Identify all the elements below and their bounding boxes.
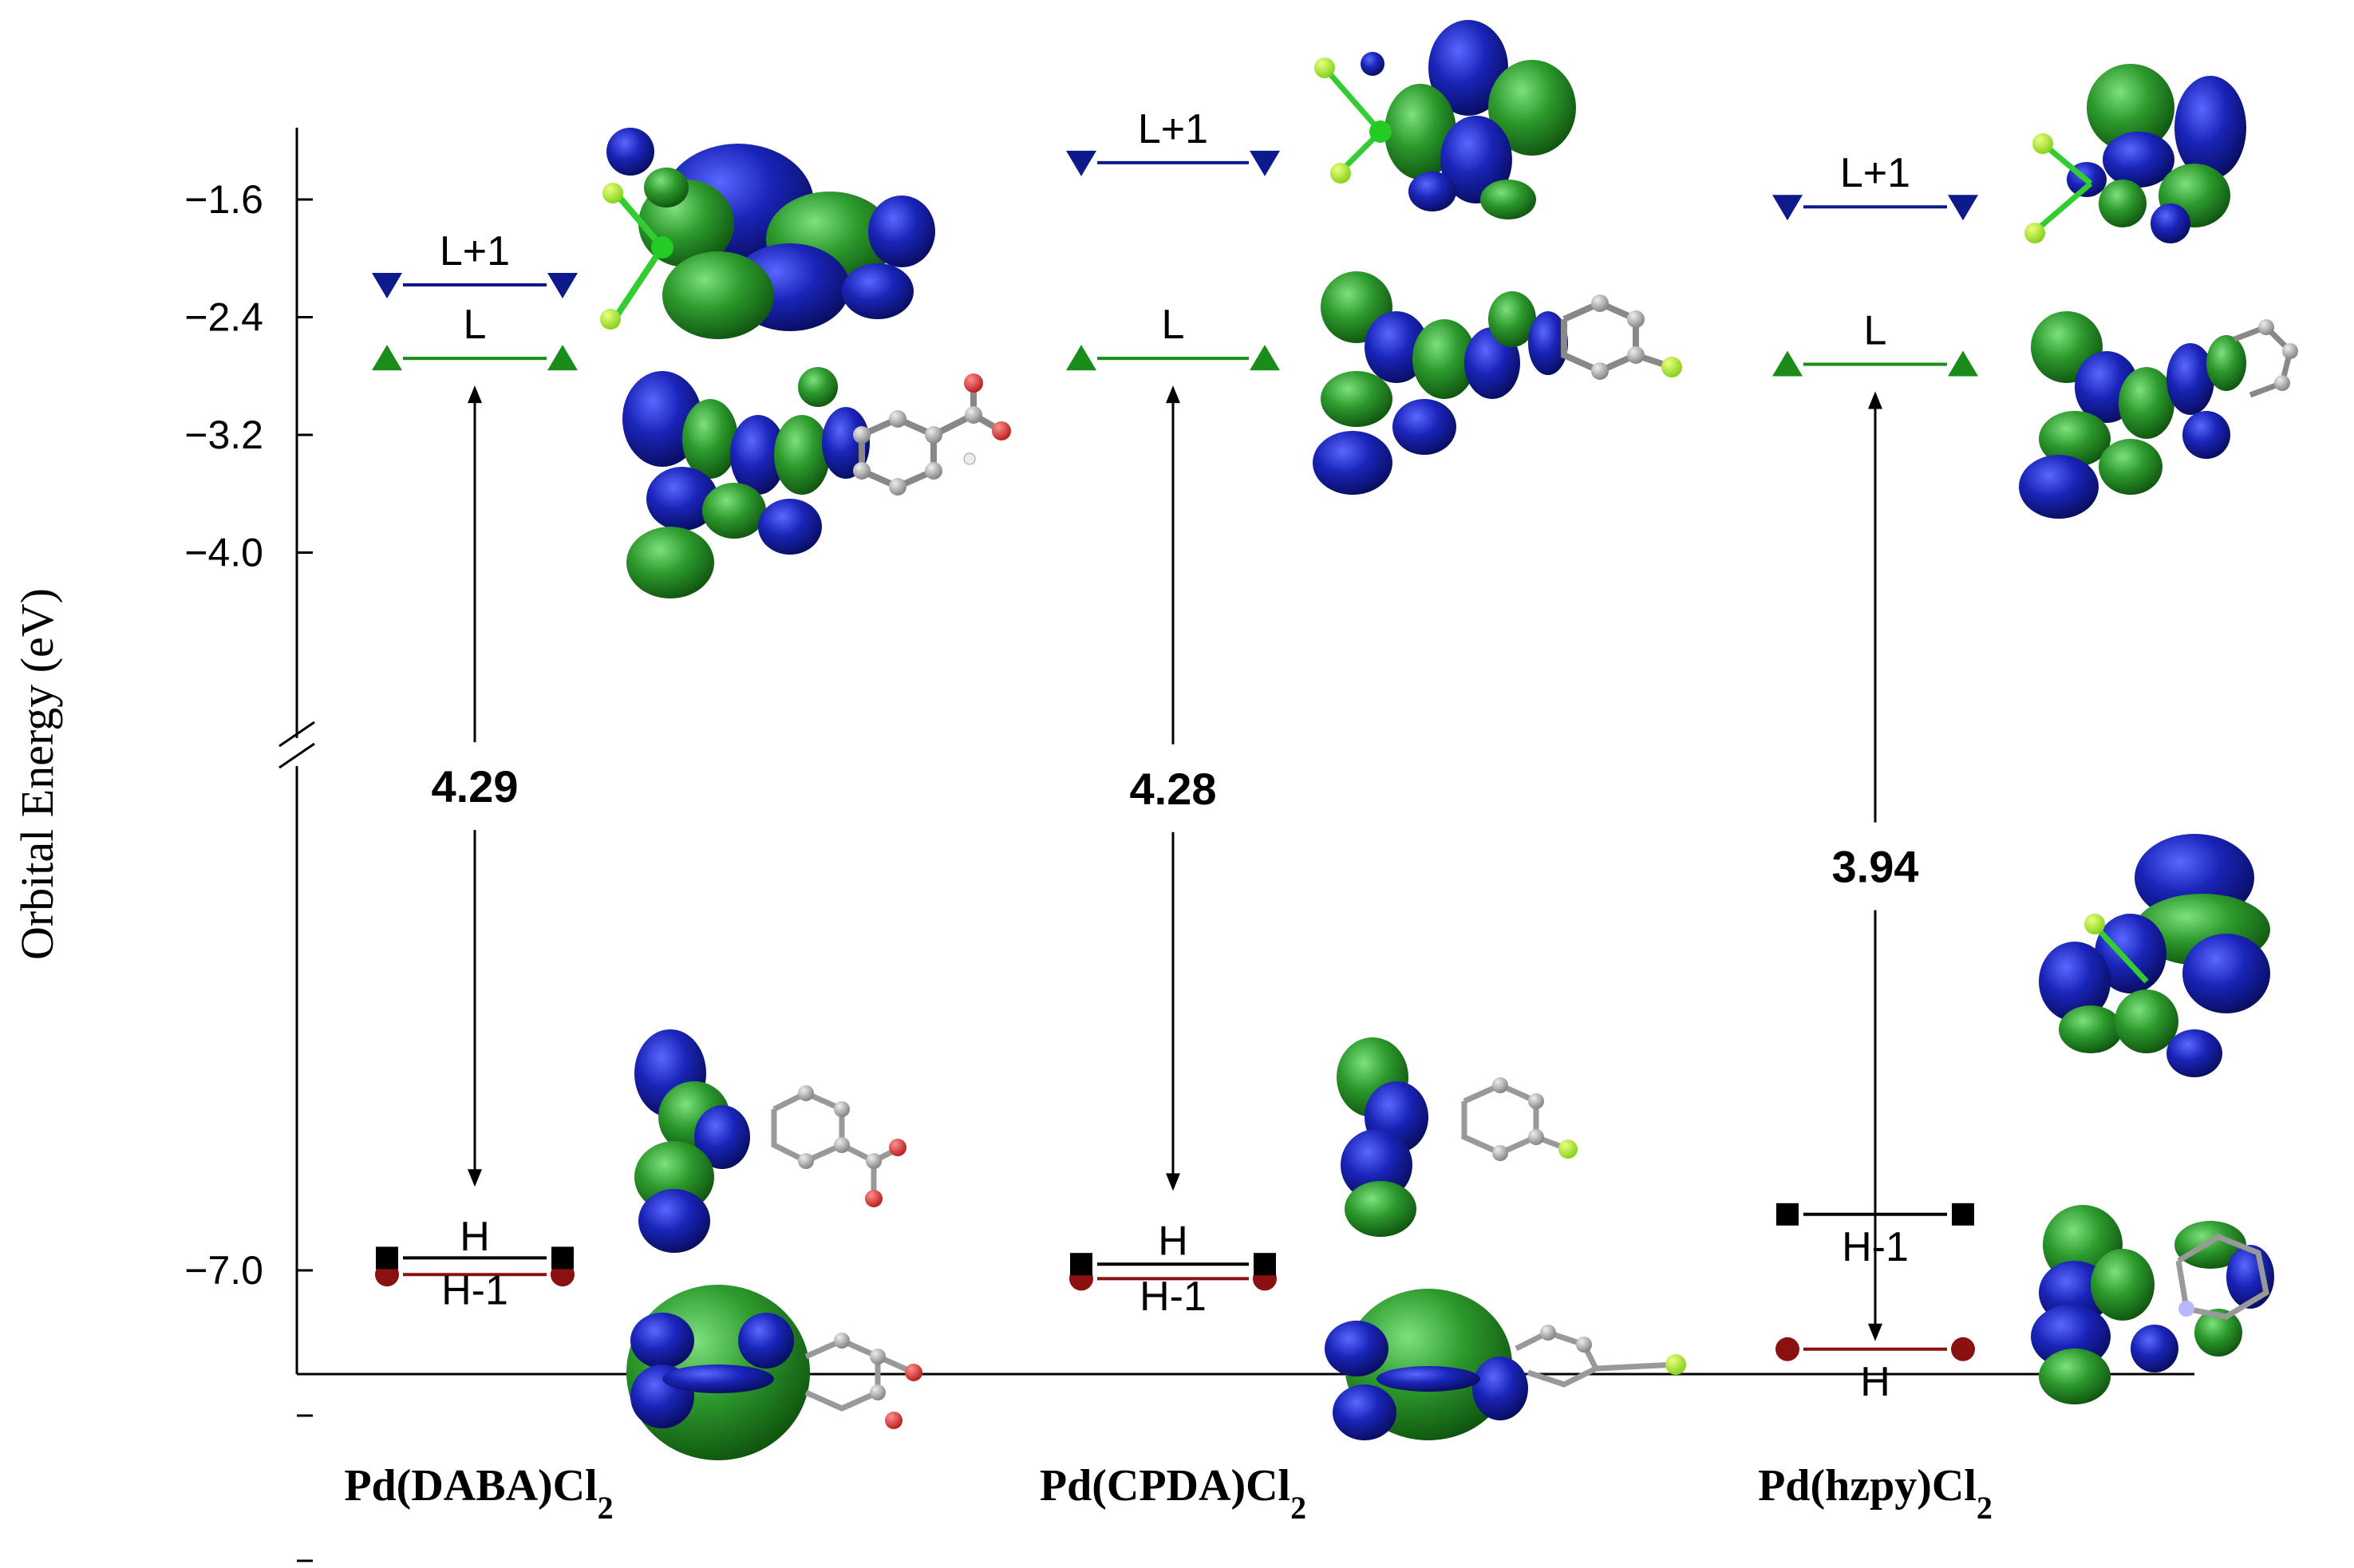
compound-label-cpda: Pd(CPDA)Cl2	[1040, 1461, 1306, 1526]
y-tick-label: −4.0	[184, 531, 263, 575]
arrow-up-icon	[468, 385, 482, 404]
orbital-image-daba-homo	[634, 1029, 906, 1253]
triangle-marker-icon	[547, 345, 578, 371]
orbital-image-cpda-homo	[1337, 1037, 1578, 1237]
square-marker-icon	[551, 1246, 574, 1270]
triangle-marker-icon	[547, 272, 578, 298]
level-label: L+1	[1840, 150, 1910, 196]
level-label: H	[1158, 1218, 1188, 1264]
triangle-marker-icon	[1948, 195, 1978, 221]
level-label: H-1	[441, 1267, 508, 1313]
compound-label-hzpy: Pd(hzpy)Cl2	[1758, 1461, 1993, 1526]
arrow-up-icon	[1868, 391, 1882, 409]
square-marker-icon	[1952, 1203, 1974, 1226]
triangle-marker-icon	[1772, 195, 1803, 221]
level-label: L+1	[440, 228, 510, 274]
y-tick-label: −2.4	[184, 295, 263, 340]
y-tick-label: −3.2	[184, 413, 263, 457]
compound-label-daba: Pd(DABA)Cl2	[344, 1461, 613, 1526]
square-marker-icon	[1070, 1253, 1092, 1276]
y-axis	[278, 128, 315, 1374]
gap-value-label: 4.28	[1130, 764, 1217, 814]
level-label: H	[460, 1214, 490, 1260]
y-tick-label: −7.0	[184, 1248, 263, 1293]
triangle-marker-icon	[1250, 345, 1280, 371]
orbital-image-daba-lumo	[622, 367, 1011, 598]
triangle-marker-icon	[1066, 150, 1096, 176]
square-marker-icon	[1254, 1253, 1276, 1276]
gap-value-label: 3.94	[1832, 842, 1919, 892]
arrow-down-icon	[1166, 1173, 1180, 1191]
arrow-up-icon	[1166, 385, 1180, 404]
level-label: L+1	[1138, 106, 1208, 152]
triangle-marker-icon	[1250, 150, 1280, 176]
y-axis-label: Orbital Energy (eV)	[11, 588, 63, 960]
level-label: L	[1162, 302, 1185, 348]
arrow-down-icon	[468, 1169, 482, 1187]
orbital-image-cpda-lumo-plus-1	[1314, 20, 1576, 219]
triangle-marker-icon	[372, 345, 402, 371]
orbital-image-hzpy-lumo	[2019, 311, 2298, 519]
orbital-image-hzpy-lumo-plus-1	[2024, 64, 2246, 243]
circle-marker-icon	[1775, 1337, 1799, 1361]
triangle-marker-icon	[1948, 350, 1978, 377]
orbital-image-cpda-lumo	[1313, 271, 1682, 495]
arrow-down-icon	[1868, 1323, 1882, 1341]
square-marker-icon	[376, 1246, 398, 1270]
orbital-image-hzpy-homo	[2039, 834, 2270, 1077]
level-label: L	[1864, 308, 1887, 354]
orbital-image-daba-lumo-plus-1	[600, 128, 935, 339]
square-marker-icon	[1776, 1203, 1799, 1226]
orbital-isosurfaces	[600, 20, 2298, 1460]
circle-marker-icon	[1951, 1337, 1975, 1361]
gap-value-label: 4.29	[432, 761, 519, 812]
triangle-marker-icon	[1066, 345, 1096, 371]
y-tick-label: −1.6	[184, 177, 263, 222]
level-label: H	[1860, 1359, 1890, 1405]
triangle-marker-icon	[372, 272, 402, 298]
level-label: H-1	[1139, 1274, 1207, 1320]
level-label: L	[464, 302, 487, 348]
orbital-image-cpda-homo-minus-1	[1325, 1289, 1686, 1440]
orbital-image-hzpy-homo-minus-1	[2031, 1205, 2274, 1404]
y-ticks: −1.6 −2.4 −3.2 −4.0 −7.0	[184, 177, 313, 1562]
triangle-marker-icon	[1772, 350, 1803, 377]
orbital-image-daba-homo-minus-1	[626, 1285, 922, 1460]
axis-break-icon	[278, 721, 315, 769]
